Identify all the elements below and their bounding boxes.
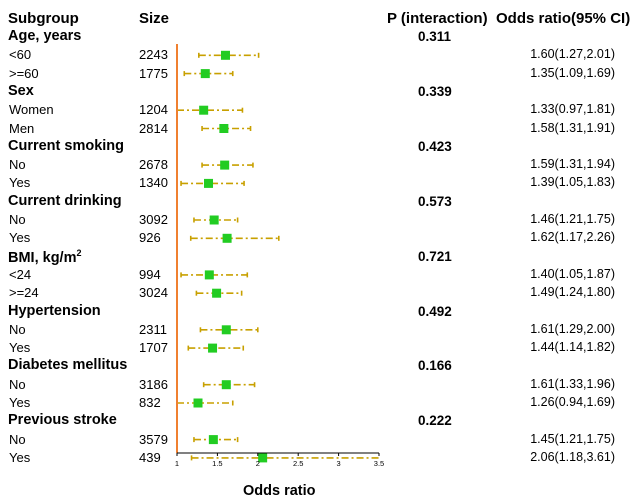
subgroup-label: No (9, 157, 26, 173)
x-tick-label: 1 (175, 459, 179, 468)
odds-ratio-ci-text: 1.62(1.17,2.26) (530, 230, 615, 245)
odds-ratio-marker (193, 398, 203, 408)
subgroup-size: 1775 (139, 65, 168, 81)
odds-ratio-ci-text: 1.26(0.94,1.69) (530, 395, 615, 409)
x-tick-label: 1.5 (212, 459, 222, 468)
odds-ratio-ci-text: 1.35(1.09,1.69) (530, 65, 615, 80)
subgroup-size: 832 (139, 395, 161, 410)
subgroup-label: No (9, 376, 26, 392)
group-label: Hypertension (8, 302, 101, 319)
odds-ratio-marker (220, 50, 230, 60)
subgroup-label: No (9, 321, 26, 337)
odds-ratio-marker (200, 69, 210, 79)
subgroup-label: Yes (9, 340, 31, 356)
odds-ratio-ci-text: 2.06(1.18,3.61) (530, 449, 615, 464)
odds-ratio-marker (209, 215, 219, 225)
p-interaction-value: 0.573 (418, 193, 452, 209)
subgroup-size: 3024 (139, 285, 168, 301)
odds-ratio-ci-text: 1.39(1.05,1.83) (530, 175, 615, 190)
subgroup-size: 3092 (139, 212, 168, 227)
x-tick-label: 2 (256, 459, 260, 468)
odds-ratio-marker (199, 105, 209, 115)
subgroup-size: 3186 (139, 376, 168, 392)
header-odds-ratio: Odds ratio(95% CI) (496, 10, 631, 27)
p-interaction-value: 0.166 (418, 358, 452, 374)
subgroup-size: 1340 (139, 175, 168, 191)
odds-ratio-ci-text: 1.58(1.31,1.91) (530, 120, 615, 135)
subgroup-label: <60 (9, 47, 32, 63)
odds-ratio-ci-text: 1.45(1.21,1.75) (530, 431, 615, 446)
odds-ratio-marker (219, 124, 229, 133)
subgroup-label: Men (9, 120, 35, 136)
odds-ratio-ci-text: 1.33(0.97,1.81) (530, 102, 615, 117)
p-interaction-value: 0.721 (418, 248, 452, 264)
subgroup-size: 994 (139, 266, 161, 282)
header-p-interaction: P (interaction) (387, 10, 488, 27)
subgroup-size: 3579 (139, 431, 168, 447)
subgroup-size: 2243 (139, 47, 168, 63)
odds-ratio-marker (258, 453, 268, 463)
odds-ratio-ci-text: 1.44(1.14,1.82) (530, 340, 615, 355)
group-label-superscript: 2 (76, 247, 82, 258)
odds-ratio-ci-text: 1.40(1.05,1.87) (530, 266, 615, 281)
odds-ratio-marker (204, 270, 214, 280)
subgroup-label: No (9, 431, 26, 447)
odds-ratio-marker (222, 233, 232, 243)
p-interaction-value: 0.423 (418, 138, 452, 154)
odds-ratio-ci-text: 1.59(1.31,1.94) (530, 157, 615, 172)
subgroup-label: Women (9, 102, 54, 118)
subgroup-size: 2678 (139, 157, 168, 173)
odds-ratio-marker (221, 325, 231, 335)
odds-ratio-ci-text: 1.61(1.33,1.96) (530, 376, 615, 391)
group-label: Diabetes mellitus (8, 357, 128, 374)
subgroup-size: 2814 (139, 120, 168, 136)
x-axis-label: Odds ratio (243, 483, 316, 499)
subgroup-label: Yes (9, 449, 31, 465)
header-size: Size (139, 10, 170, 27)
odds-ratio-ci-text: 1.49(1.24,1.80) (530, 285, 615, 300)
subgroup-label: Yes (9, 230, 31, 246)
x-tick-label: 3 (337, 459, 341, 468)
subgroup-size: 1707 (139, 340, 168, 356)
odds-ratio-marker (220, 160, 230, 170)
subgroup-label: >=24 (9, 285, 39, 301)
p-interaction-value: 0.222 (418, 413, 452, 429)
subgroup-label: >=60 (9, 65, 39, 81)
odds-ratio-marker (204, 178, 214, 188)
odds-ratio-ci-text: 1.61(1.29,2.00) (530, 321, 615, 336)
odds-ratio-marker (208, 343, 218, 353)
p-interaction-value: 0.339 (418, 83, 452, 99)
odds-ratio-marker (212, 288, 222, 298)
odds-ratio-ci-text: 1.46(1.21,1.75) (530, 212, 615, 226)
p-interaction-value: 0.311 (418, 29, 452, 44)
odds-ratio-marker (221, 380, 231, 390)
group-label: Age, years (8, 28, 82, 44)
p-interaction-value: 0.492 (418, 303, 452, 319)
subgroup-size: 2311 (139, 321, 167, 337)
subgroup-size: 926 (139, 230, 161, 246)
subgroup-size: 439 (139, 449, 161, 465)
group-label: Current smoking (8, 137, 125, 154)
group-label: Previous stroke (8, 412, 117, 429)
subgroup-size: 1204 (139, 102, 168, 118)
subgroup-label: No (9, 212, 26, 227)
subgroup-label: Yes (9, 395, 31, 410)
header-subgroup: Subgroup (8, 10, 79, 27)
x-tick-label: 3.5 (374, 459, 384, 468)
subgroup-label: <24 (9, 266, 32, 282)
group-label: Current drinking (8, 192, 122, 209)
subgroup-label: Yes (9, 175, 31, 191)
odds-ratio-marker (208, 435, 218, 445)
odds-ratio-ci-text: 1.60(1.27,2.01) (530, 47, 615, 62)
group-label: Sex (8, 82, 34, 99)
x-tick-label: 2.5 (293, 459, 303, 468)
group-label: BMI, kg/m2 (8, 247, 82, 266)
